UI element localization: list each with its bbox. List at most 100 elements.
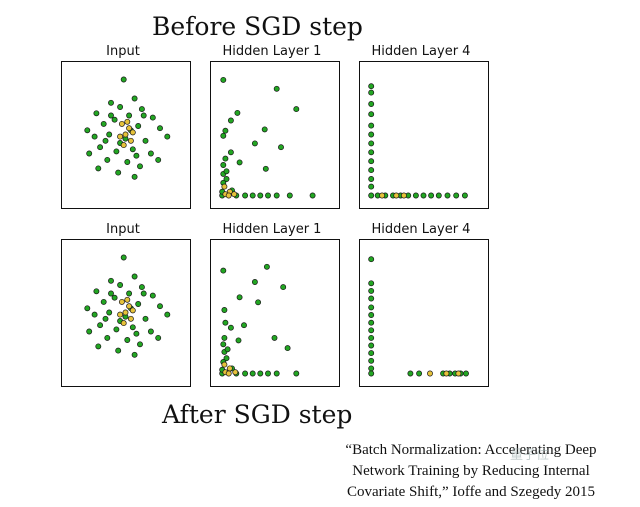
scatter-point-green-20: [129, 146, 136, 153]
scatter-point-green-21: [257, 192, 264, 199]
citation-line-2: Network Training by Reducing Internal: [352, 463, 590, 479]
scatter-point-green-8: [368, 158, 375, 165]
scatter-point-green-22: [86, 328, 93, 335]
scatter-point-green-8: [251, 140, 258, 147]
scatter-point-green-20: [249, 192, 256, 199]
scatter-point-yellow-0: [427, 370, 433, 377]
scatter-point-green-2: [368, 101, 375, 107]
scatter-point-green-9: [278, 144, 284, 151]
scatter-point-green-6: [126, 290, 133, 297]
scatter-point-green-24: [286, 192, 293, 199]
scatter-point-green-23: [104, 334, 111, 341]
scatter-point-green-23: [104, 156, 111, 163]
scatter-point-green-7: [220, 132, 227, 139]
scatter-point-green-11: [368, 183, 375, 190]
scatter-panel-hidden1-after: [210, 239, 340, 387]
scatter-point-green-3: [368, 111, 375, 118]
scatter-point-green-12: [368, 192, 375, 199]
scatter-point-yellow-5: [124, 296, 131, 303]
scatter-point-green-3: [138, 106, 145, 113]
scatter-point-green-4: [368, 122, 375, 129]
citation: “Batch Normalization: Accelerating Deep …: [312, 440, 630, 503]
scatter-point-green-1: [273, 85, 280, 92]
scatter-point-green-24: [124, 159, 131, 165]
scatter-point-yellow-2: [400, 192, 407, 199]
scatter-point-yellow-4: [225, 370, 232, 377]
scatter-point-green-9: [368, 342, 375, 349]
scatter-point-green-19: [242, 192, 249, 199]
scatter-point-green-13: [91, 311, 98, 318]
scatter-point-green-5: [117, 282, 124, 288]
scatter-point-green-17: [164, 311, 171, 318]
scatter-point-green-4: [93, 288, 100, 295]
scatter-point-green-16: [142, 137, 149, 144]
scatter-point-green-10: [368, 176, 375, 182]
scatter-point-yellow-3: [232, 369, 239, 376]
scatter-point-green-0: [368, 83, 375, 90]
scatter-point-yellow-4: [225, 192, 232, 199]
scatter-panel-input-before: [61, 61, 191, 209]
scatter-point-green-11: [368, 357, 375, 364]
scatter-point-yellow-3: [117, 133, 124, 140]
scatter-point-green-10: [227, 149, 234, 156]
scatter-point-green-5: [221, 307, 228, 313]
scatter-point-green-35: [133, 330, 140, 337]
scatter-point-green-19: [242, 370, 249, 377]
scatter-point-green-3: [138, 284, 145, 291]
scatter-point-green-19: [420, 192, 427, 199]
panel-title-hidden4-after: Hidden Layer 4: [371, 222, 471, 237]
scatter-point-green-21: [147, 328, 154, 335]
scatter-point-yellow-1: [393, 192, 400, 199]
scatter-point-green-0: [220, 267, 227, 274]
scatter-point-green-27: [115, 169, 122, 176]
scatter-point-green-7: [149, 114, 156, 121]
scatter-point-green-13: [236, 159, 243, 166]
scatter-point-green-25: [137, 341, 143, 348]
scatter-panel-input-after: [61, 239, 191, 387]
scatter-point-green-20: [249, 370, 256, 377]
scatter-panel-hidden1-before: [210, 61, 340, 209]
scatter-point-green-16: [142, 315, 149, 322]
scatter-point-green-22: [265, 370, 271, 377]
scatter-point-green-11: [221, 334, 228, 341]
scatter-point-green-20: [428, 192, 435, 199]
scatter-point-green-23: [273, 192, 280, 199]
scatter-point-green-9: [368, 167, 375, 174]
scatter-point-green-24: [124, 337, 131, 343]
scatter-point-yellow-7: [129, 307, 136, 314]
scatter-point-green-22: [86, 150, 93, 157]
panel-title-hidden4-before: Hidden Layer 4: [371, 44, 471, 59]
scatter-point-green-11: [157, 303, 163, 310]
scatter-point-green-28: [95, 343, 102, 350]
scatter-point-green-8: [241, 322, 247, 329]
scatter-point-yellow-4: [127, 137, 134, 144]
scatter-point-green-18: [412, 192, 419, 199]
scatter-point-green-20: [129, 324, 136, 331]
scatter-point-green-20: [463, 370, 469, 377]
scatter-point-green-5: [117, 104, 124, 110]
panel-title-hidden1-after: Hidden Layer 1: [222, 222, 322, 237]
scatter-point-green-13: [91, 133, 98, 140]
panel-title-hidden1-before: Hidden Layer 1: [222, 44, 322, 59]
scatter-point-green-29: [131, 173, 138, 180]
scatter-point-yellow-5: [124, 118, 131, 125]
panel-title-input-after: Input: [106, 222, 140, 237]
scatter-point-yellow-2: [221, 183, 228, 190]
scatter-point-green-33: [140, 112, 147, 119]
scatter-point-green-6: [368, 319, 375, 326]
scatter-point-green-7: [149, 292, 156, 299]
scatter-point-green-0: [220, 76, 227, 83]
scatter-point-green-11: [157, 125, 163, 132]
scatter-point-green-22: [444, 192, 451, 199]
scatter-point-green-12: [84, 127, 91, 134]
scatter-point-green-27: [115, 347, 122, 354]
scatter-point-yellow-2: [122, 309, 129, 316]
scatter-point-green-10: [227, 324, 234, 331]
scatter-point-green-9: [111, 294, 118, 301]
scatter-point-green-9: [271, 334, 278, 341]
scatter-point-green-4: [368, 304, 375, 311]
scatter-point-green-29: [223, 168, 230, 175]
scatter-plot-area: [219, 76, 316, 199]
scatter-point-yellow-7: [129, 129, 136, 136]
scatter-point-green-4: [236, 294, 243, 301]
